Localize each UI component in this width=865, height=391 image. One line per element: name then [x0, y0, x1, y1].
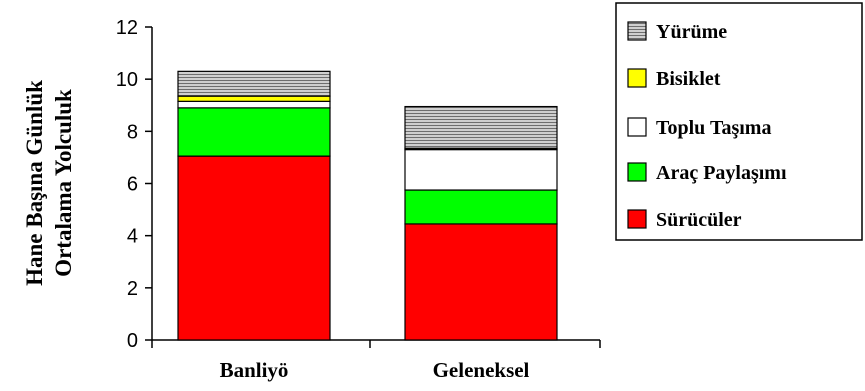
legend-box — [615, 2, 863, 241]
bar-segment-0 — [404, 223, 558, 341]
y-axis-title: Hane Başına Günlük Ortalama Yolculuk — [22, 80, 76, 286]
y-tick-label: 8 — [127, 121, 138, 143]
bar-segment-1 — [404, 189, 558, 225]
legend-swatch — [627, 209, 647, 229]
x-category-label: Geleneksel — [433, 358, 530, 382]
y-tick-label: 6 — [127, 174, 138, 196]
bar-segment-4 — [177, 70, 331, 97]
legend-swatch — [627, 162, 647, 182]
y-tick-label: 4 — [127, 226, 138, 248]
legend: Yürüme Bisiklet Toplu Taşıma Araç Paylaşımı… — [615, 2, 863, 241]
legend-swatch — [627, 68, 647, 88]
y-tick-label: 0 — [127, 330, 138, 352]
legend-label: Yürüme — [656, 21, 727, 43]
legend-label: Bisiklet — [656, 68, 721, 90]
bar-segment-4 — [404, 105, 558, 149]
bar-segment-2 — [177, 100, 331, 109]
legend-label: Sürücüler — [656, 209, 742, 231]
y-axis-title-line: Ortalama Yolculuk — [51, 89, 76, 277]
legend-swatch — [627, 21, 647, 41]
y-tick-label: 10 — [116, 69, 138, 91]
y-tick-label: 12 — [116, 17, 138, 39]
y-tick-label: 2 — [127, 278, 138, 300]
bar-segment-3 — [177, 95, 331, 102]
bar-segment-1 — [177, 107, 331, 157]
legend-swatch — [627, 117, 647, 137]
axes: 0 2 4 6 8 10 12 Banliyö Geleneksel — [116, 17, 601, 382]
bars — [177, 70, 558, 341]
bar-segment-2 — [404, 148, 558, 191]
x-category-label: Banliyö — [220, 358, 289, 382]
y-axis-title-line: Hane Başına Günlük — [22, 80, 47, 286]
legend-label: Araç Paylaşımı — [656, 162, 787, 184]
bar-segment-0 — [177, 155, 331, 341]
legend-label: Toplu Taşıma — [656, 117, 771, 139]
